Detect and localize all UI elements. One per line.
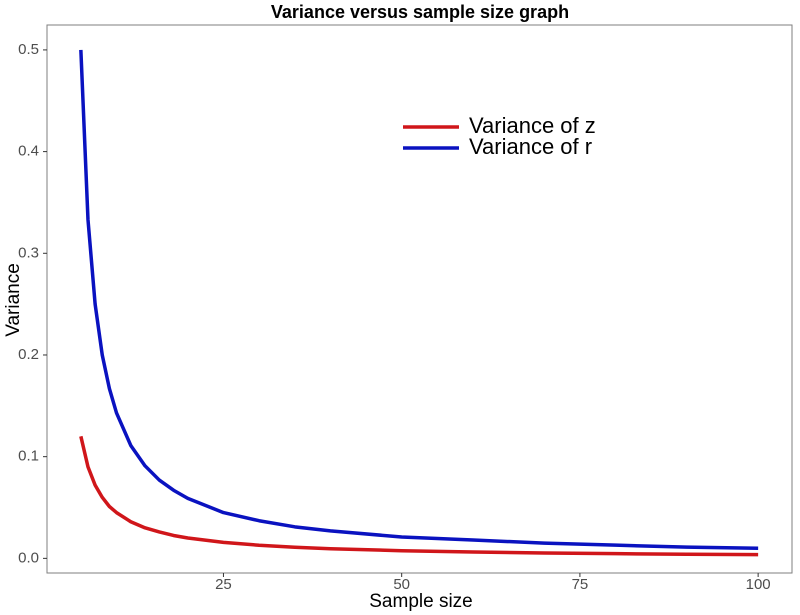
y-tick-label: 0.5 — [18, 41, 39, 58]
x-tick-label: 50 — [393, 576, 410, 593]
legend-label: Variance of z — [469, 113, 596, 138]
y-tick-label: 0.3 — [18, 244, 39, 261]
x-tick-label: 75 — [572, 576, 589, 593]
x-tick-label: 100 — [746, 576, 771, 593]
panel-border — [46, 24, 793, 574]
x-tick-label: 25 — [215, 576, 232, 593]
series-line — [79, 435, 759, 557]
y-tick-label: 0.0 — [18, 549, 39, 566]
chart-title: Variance versus sample size graph — [271, 2, 569, 22]
y-tick-label: 0.4 — [18, 143, 39, 160]
legend-label: Variance of r — [469, 134, 592, 159]
series-line — [79, 49, 759, 550]
x-axis-label: Sample size — [369, 591, 473, 612]
y-tick-label: 0.2 — [18, 346, 39, 363]
y-axis-label: Variance — [3, 263, 24, 337]
y-tick-label: 0.1 — [18, 448, 39, 465]
